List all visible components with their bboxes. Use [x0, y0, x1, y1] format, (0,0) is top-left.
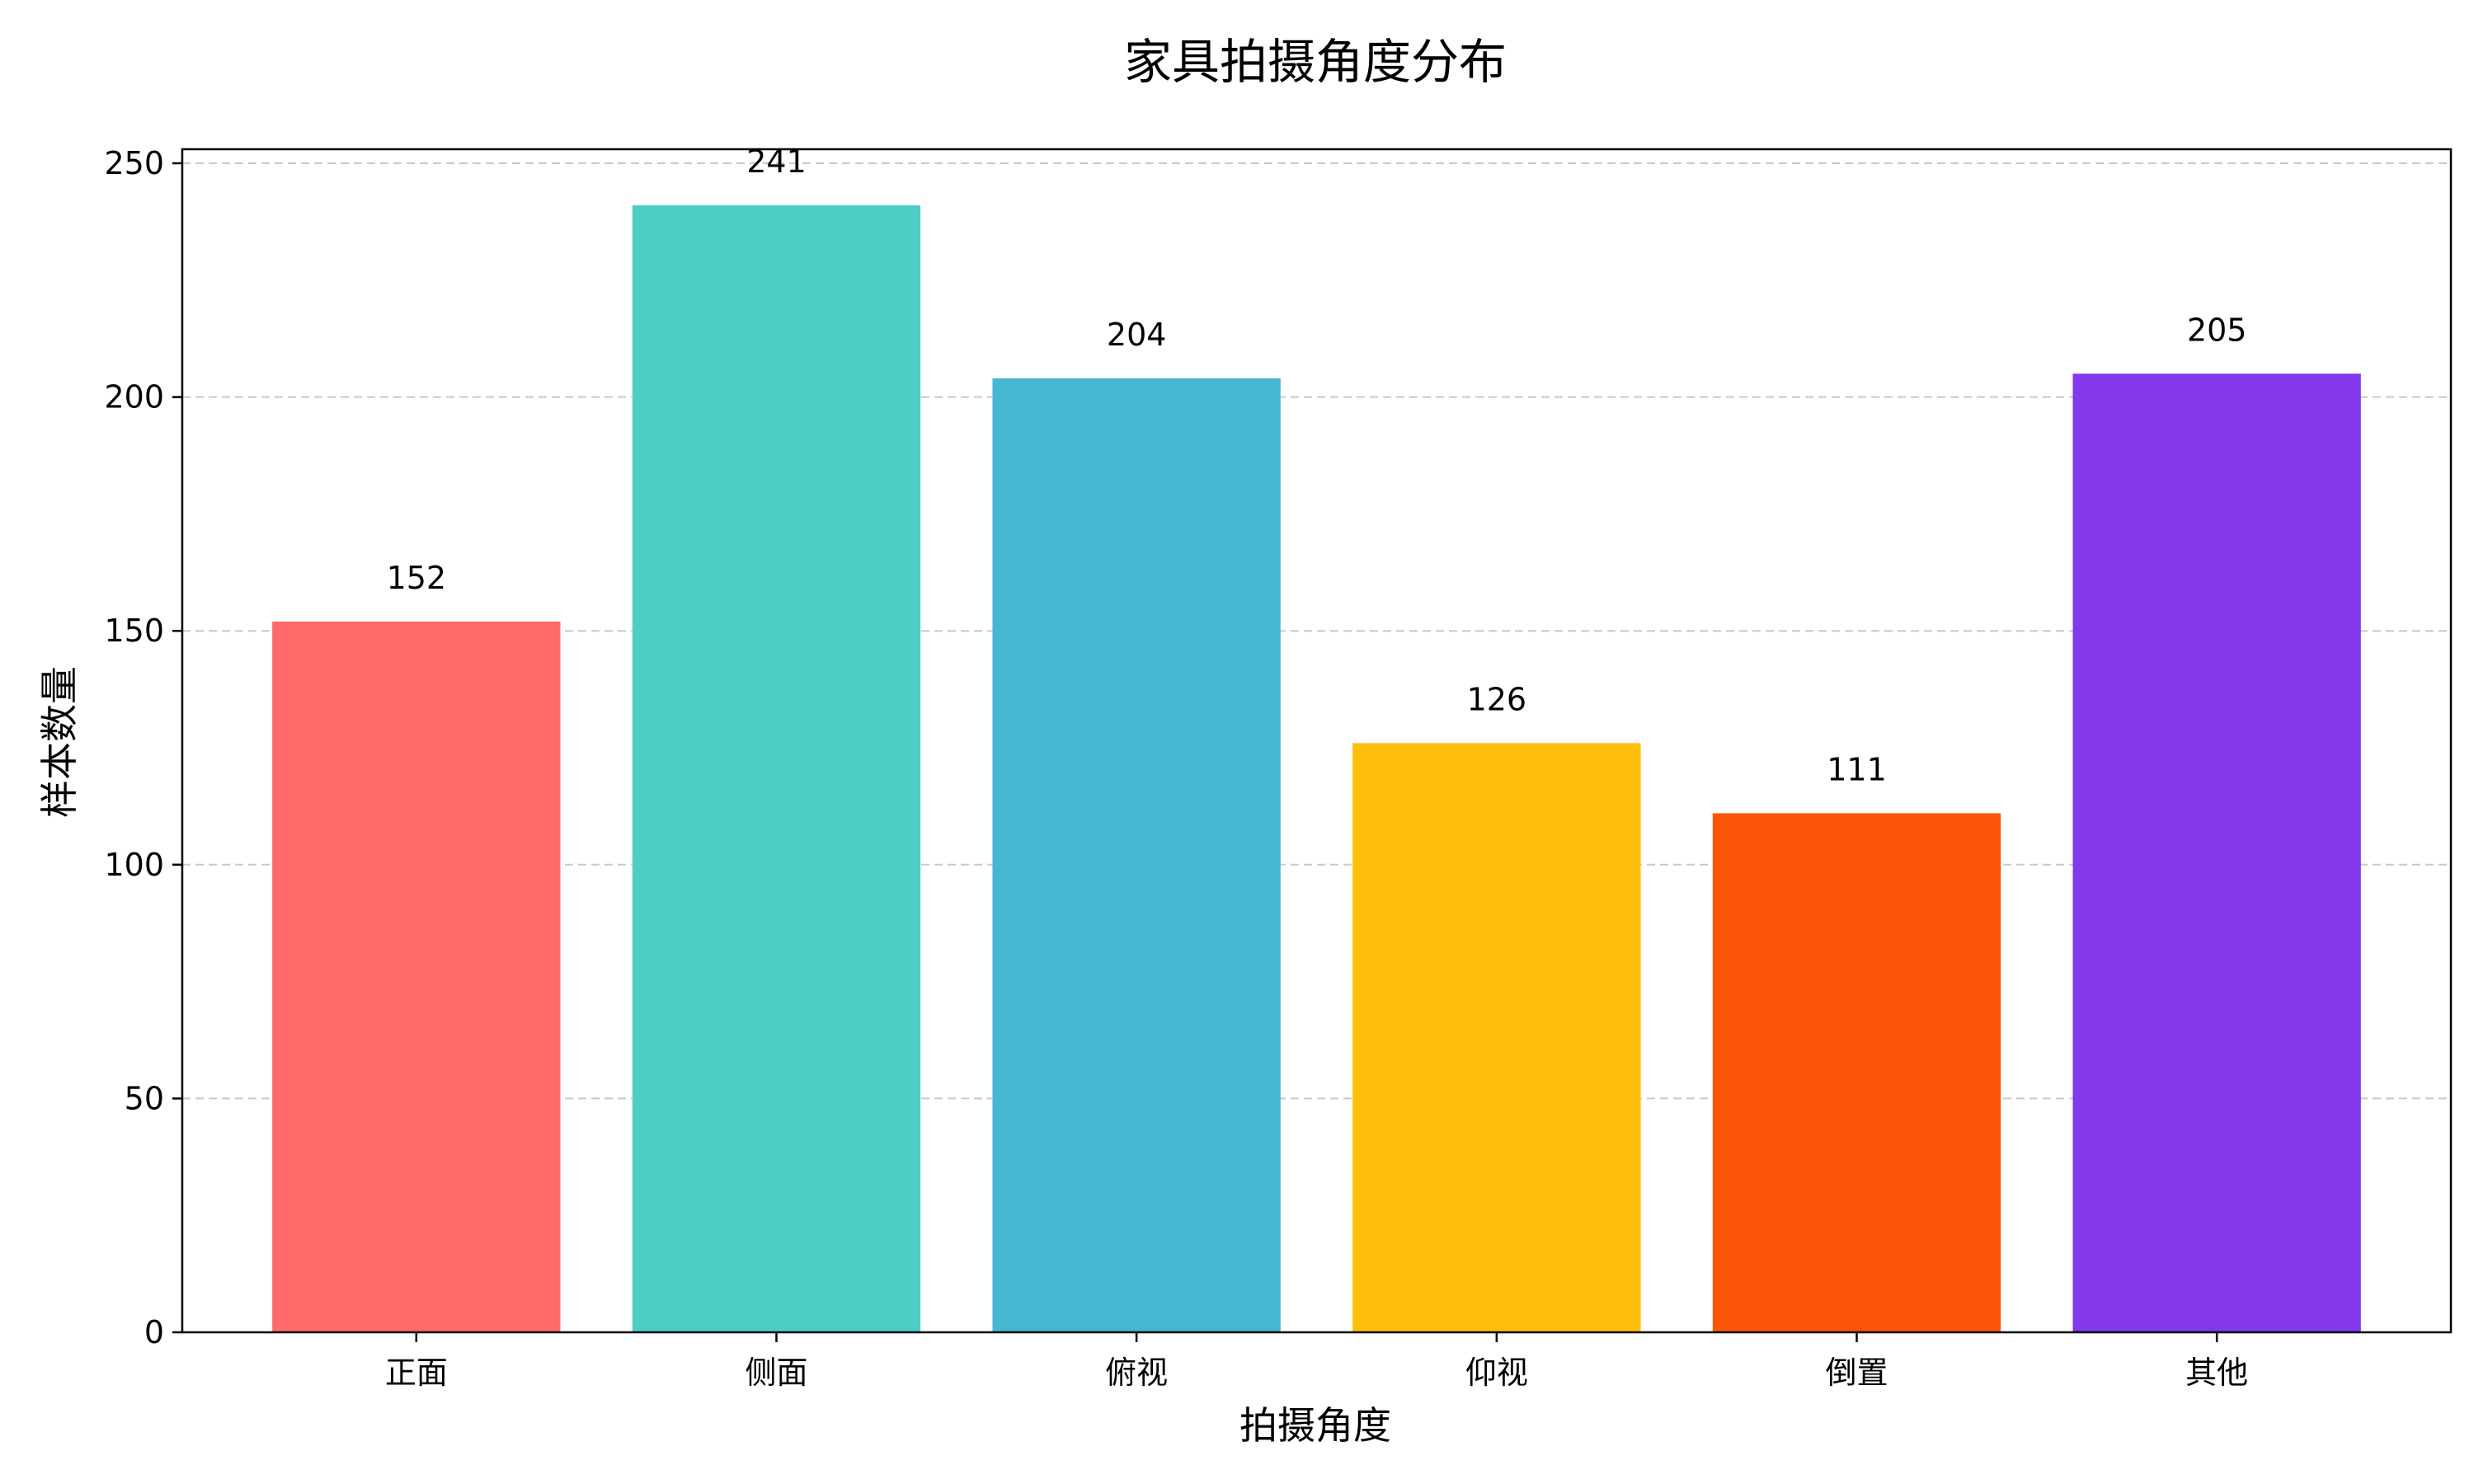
y-tick-label: 150 [104, 613, 164, 649]
y-tick-label: 250 [104, 145, 164, 181]
x-tick-label: 正面 [385, 1355, 448, 1391]
x-tick-label: 俯视 [1105, 1355, 1168, 1391]
bar-6 [2072, 373, 2361, 1333]
x-axis-ticks: 正面 侧面 俯视 仰视 倒置 其他 [385, 1332, 2248, 1391]
bars [272, 205, 2361, 1333]
bar-3 [992, 378, 1281, 1332]
bar-1 [272, 621, 561, 1332]
bar-value-label: 111 [1827, 751, 1887, 787]
x-tick-label: 侧面 [745, 1355, 807, 1391]
plot-area-frame [181, 148, 2453, 1334]
bar-value-label: 152 [387, 560, 447, 596]
y-axis-label: 样本数量 [37, 666, 82, 818]
bar-5 [1712, 813, 2001, 1332]
y-tick-label: 0 [144, 1314, 164, 1350]
y-axis-ticks: 0 50 100 150 200 250 [104, 145, 182, 1350]
y-tick-label: 50 [125, 1080, 164, 1116]
bar-value-label: 126 [1467, 681, 1527, 717]
x-axis-label: 拍摄角度 [1239, 1403, 1391, 1448]
x-tick-label: 仰视 [1465, 1355, 1528, 1391]
x-tick-label: 其他 [2185, 1355, 2248, 1391]
bar-value-label: 204 [1107, 317, 1167, 353]
y-tick-label: 100 [104, 847, 164, 883]
chart-title: 家具拍摄角度分布 [1124, 34, 1507, 90]
x-tick-label: 倒置 [1825, 1355, 1888, 1391]
y-tick-label: 200 [104, 379, 164, 416]
bar-value-label: 205 [2187, 312, 2247, 348]
bar-2 [632, 205, 921, 1333]
bar-4 [1352, 743, 1641, 1332]
